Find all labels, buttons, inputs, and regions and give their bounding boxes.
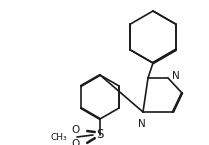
Text: N: N <box>172 71 180 81</box>
Text: N: N <box>138 119 146 129</box>
Text: S: S <box>96 128 104 142</box>
Text: CH₃: CH₃ <box>50 133 67 142</box>
Text: O: O <box>72 125 80 135</box>
Text: O: O <box>72 139 80 145</box>
